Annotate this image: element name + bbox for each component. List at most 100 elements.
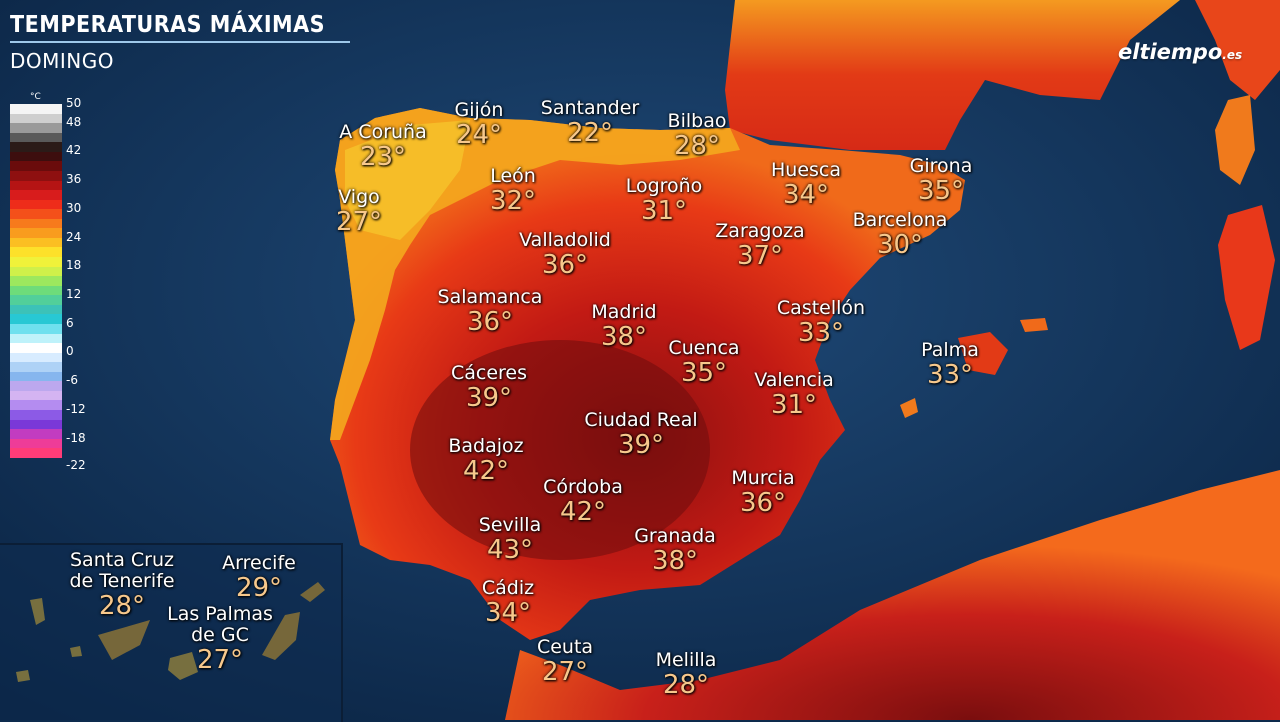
- legend-color-bar: [10, 104, 62, 458]
- legend-swatch: [10, 161, 62, 171]
- city-label: Valencia 31°: [754, 369, 834, 420]
- legend-label: 50: [66, 96, 82, 110]
- city-label: Cádiz 34°: [482, 578, 534, 628]
- city-label: Girona 35°: [910, 156, 973, 206]
- legend-swatch: [10, 314, 62, 324]
- menorca-land: [1020, 318, 1048, 332]
- legend-swatch: [10, 276, 62, 286]
- canary-city-temperature: 28°: [98, 591, 146, 621]
- legend-label: 18: [66, 258, 82, 272]
- france-land: [725, 0, 1180, 150]
- legend-label: 24: [66, 230, 82, 244]
- city-temperature: 36°: [541, 250, 589, 280]
- title-divider: [10, 41, 350, 43]
- city-name: Madrid: [591, 301, 657, 323]
- city-label: Madrid 38°: [591, 301, 657, 352]
- city-label: Salamanca 36°: [437, 286, 543, 337]
- legend-swatch: [10, 104, 62, 114]
- legend-label: 6: [66, 316, 74, 330]
- legend-swatch: [10, 371, 62, 382]
- city-label: A Coruña 23°: [339, 121, 427, 172]
- ibiza-land: [900, 398, 918, 418]
- legend-swatch: [10, 151, 62, 162]
- city-name: Castellón: [776, 297, 866, 319]
- city-temperature: 36°: [466, 307, 514, 337]
- city-temperature: 42°: [559, 497, 607, 527]
- city-temperature: 37°: [736, 241, 784, 271]
- canary-city-temperature: 27°: [196, 645, 244, 675]
- legend-swatch: [10, 343, 62, 353]
- city-temperature: 36°: [739, 488, 787, 518]
- canary-city-name: Santa Cruz: [70, 549, 174, 571]
- legend-swatch: [10, 419, 62, 430]
- legend-label: 12: [66, 287, 82, 301]
- legend-swatch: [10, 113, 62, 124]
- canary-city-name-line2: de GC: [191, 624, 249, 646]
- city-name: Ciudad Real: [584, 409, 698, 431]
- legend-swatch: [10, 142, 62, 152]
- city-temperature: 31°: [640, 196, 688, 226]
- brand-logo: eltiempo.es: [1118, 40, 1242, 64]
- canary-city-name-line2: de Tenerife: [69, 570, 175, 592]
- city-temperature: 24°: [455, 120, 503, 150]
- legend-label: 36: [66, 172, 82, 186]
- city-temperature: 28°: [662, 670, 710, 700]
- legend-swatch: [10, 228, 62, 238]
- legend-label: -6: [66, 373, 78, 387]
- city-label: Palma 33°: [921, 340, 979, 390]
- legend-swatch: [10, 410, 62, 420]
- city-name: Salamanca: [437, 286, 543, 308]
- city-temperature: 31°: [770, 390, 818, 420]
- city-name: León: [490, 165, 536, 187]
- city-name: A Coruña: [339, 121, 427, 143]
- corsica-land: [1215, 95, 1255, 185]
- city-name: Badajoz: [448, 435, 524, 457]
- city-temperature: 35°: [680, 358, 728, 388]
- city-temperature: 35°: [917, 176, 965, 206]
- city-label: Huesca 34°: [770, 159, 842, 210]
- city-name: Barcelona: [852, 209, 948, 231]
- city-name: Gijón: [454, 99, 504, 121]
- city-name: Huesca: [770, 159, 842, 181]
- hot-core: [410, 340, 710, 560]
- city-name: Cuenca: [668, 337, 740, 359]
- city-name: Santander: [540, 97, 640, 119]
- city-temperature: 28°: [673, 131, 721, 161]
- legend-swatch: [10, 323, 62, 334]
- city-label: Sevilla 43°: [479, 515, 541, 565]
- canary-city-temperature: 29°: [235, 573, 283, 603]
- legend-swatch: [10, 266, 62, 277]
- city-temperature: 22°: [566, 118, 614, 148]
- legend-label: -18: [66, 431, 86, 445]
- city-name: Ceuta: [536, 636, 594, 658]
- city-temperature: 30°: [876, 230, 924, 260]
- map-title: TEMPERATURAS MÁXIMAS: [10, 12, 326, 38]
- legend-swatch: [10, 304, 62, 315]
- city-label: Bilbao 28°: [668, 111, 727, 161]
- city-label: Granada 38°: [634, 526, 716, 576]
- legend-swatch: [10, 218, 62, 229]
- city-label: Santander 22°: [540, 97, 640, 148]
- city-label: Badajoz 42°: [448, 435, 524, 486]
- city-temperature: 39°: [617, 430, 665, 460]
- city-label: León 32°: [490, 165, 536, 216]
- city-name: Zaragoza: [715, 220, 805, 242]
- legend-swatch: [10, 352, 62, 363]
- city-temperature: 38°: [651, 546, 699, 576]
- city-label: Ciudad Real 39°: [584, 409, 698, 460]
- city-temperature: 23°: [359, 142, 407, 172]
- galicia-cool: [345, 120, 470, 240]
- city-label: Córdoba 42°: [543, 477, 623, 527]
- legend-swatch: [10, 285, 62, 296]
- legend-label: 42: [66, 143, 82, 157]
- city-label: Cuenca 35°: [668, 337, 740, 388]
- legend-swatch: [10, 400, 62, 410]
- city-name: Valencia: [754, 369, 834, 391]
- city-name: Melilla: [655, 649, 717, 671]
- city-label: Ceuta 27°: [536, 636, 594, 687]
- legend-swatch: [10, 237, 62, 248]
- city-label: Valladolid 36°: [519, 230, 611, 280]
- legend-swatch: [10, 257, 62, 267]
- legend-swatch: [10, 381, 62, 391]
